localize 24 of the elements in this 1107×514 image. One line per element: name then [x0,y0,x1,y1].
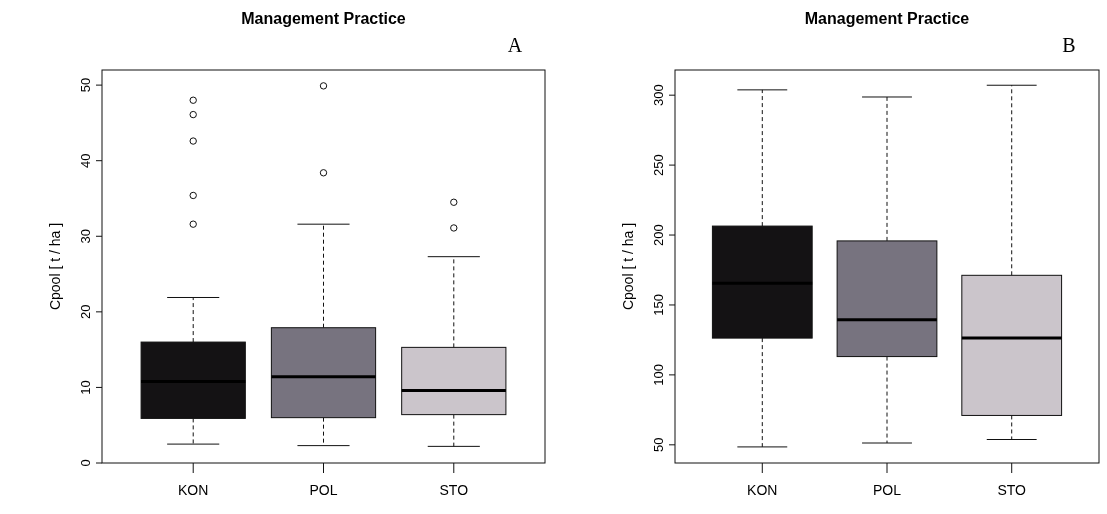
y-tick-label: 30 [78,229,93,244]
text: A [507,34,523,56]
y-tick-label: 40 [78,153,93,168]
x-tick-label: STO [439,482,469,498]
x-tick-label: KON [747,482,778,498]
y-tick-label: 250 [651,154,666,176]
chart-title: Management Practice [804,10,970,27]
y-tick-label: 300 [651,84,666,107]
x-tick-label: KON [178,482,209,498]
y-axis-title: Cpool [ t / ha ] [47,222,63,311]
y-tick-label: 150 [651,294,666,316]
y-tick-label: 200 [651,224,666,246]
y-tick-label: 10 [78,380,93,395]
x-tick-label: POL [872,482,902,498]
y-tick-label: 20 [78,304,93,320]
y-tick-label: 50 [651,437,666,453]
text: B [1062,34,1076,56]
x-tick-label: POL [309,482,338,498]
y-axis-title: Cpool [ t / ha ] [620,222,636,311]
y-tick-label: 100 [651,364,666,386]
y-tick-label: 0 [78,459,93,467]
chart-title: Management Practice [241,10,406,27]
x-tick-label: STO [997,482,1027,498]
y-tick-label: 50 [78,77,93,93]
